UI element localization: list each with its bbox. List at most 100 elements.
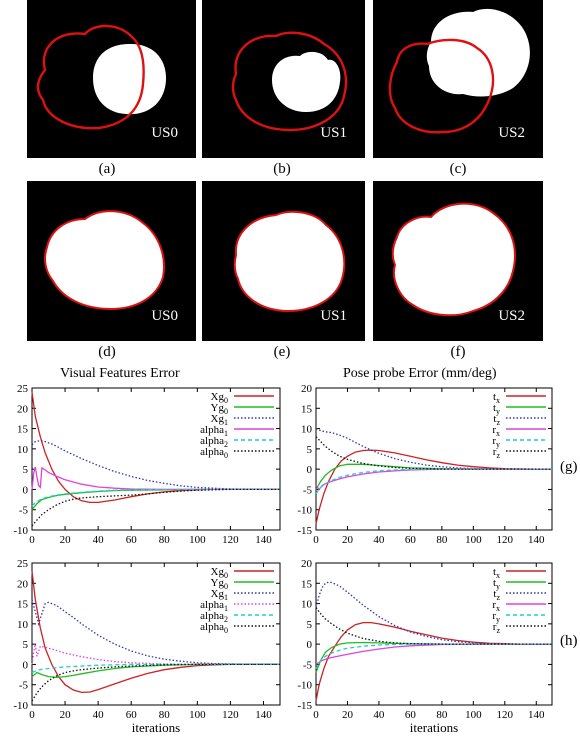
series-line: [31, 488, 280, 527]
y-tick-label: 10: [17, 619, 29, 631]
series-line: [315, 436, 552, 470]
legend-label: rx: [492, 599, 500, 613]
legend-label: alpha2: [200, 610, 228, 624]
legend-label: alpha2: [200, 435, 228, 449]
series-line: [315, 468, 552, 491]
y-tick-label: 5: [23, 464, 29, 476]
row-label-g: (g): [560, 459, 578, 475]
ultrasound-slice: [391, 202, 516, 317]
series-line: [315, 641, 552, 673]
x-tick-label: 140: [255, 709, 272, 721]
series-line: [31, 488, 280, 507]
x-axis-label: iterations: [132, 720, 180, 735]
y-tick-label: 10: [301, 599, 313, 611]
series-line: [31, 663, 280, 702]
pose-probe-error-chart: -15 -10 -5 0 5 10 15 20 0 20 40 60 80 100 120 140 txtytz…: [297, 383, 553, 546]
y-tick-label: -5: [19, 505, 29, 517]
x-tick-label: 80: [159, 709, 171, 721]
x-tick-label: 20: [60, 709, 72, 721]
legend-label: alpha0: [200, 446, 228, 460]
x-tick-label: 100: [189, 534, 206, 546]
legend-label: tx: [493, 566, 500, 580]
legend-label: alpha1: [200, 424, 228, 438]
ultrasound-slice: [36, 24, 167, 130]
y-tick-label: 20: [301, 383, 313, 395]
y-tick-label: -5: [303, 484, 313, 496]
y-tick-label: 20: [17, 403, 29, 415]
x-tick-label: 0: [29, 534, 35, 546]
image-panel-b: US1: [202, 0, 365, 158]
legend-label: Xg0: [211, 391, 228, 405]
chart-title: Pose probe Error (mm/deg): [343, 366, 497, 381]
ultrasound-slice: [231, 31, 348, 132]
series-line: [315, 621, 552, 702]
legend-label: Xg0: [211, 566, 228, 580]
ultrasound-slice: [388, 8, 530, 134]
x-tick-label: 0: [313, 709, 319, 721]
legend-label: tz: [493, 588, 500, 602]
panel-caption: (c): [449, 161, 467, 177]
legend-label: Yg0: [211, 402, 228, 416]
slice-label: US1: [320, 308, 347, 324]
plot-frame: [315, 562, 553, 706]
y-tick-label: -10: [13, 525, 28, 537]
ultrasound-slice: [44, 210, 165, 311]
y-tick-label: 10: [301, 424, 313, 436]
x-tick-label: 80: [436, 709, 448, 721]
slice-label: US0: [151, 308, 178, 324]
image-panel-d: US0: [27, 181, 196, 341]
panel-caption: (f): [450, 344, 466, 360]
x-tick-label: 20: [60, 534, 72, 546]
chart-title: Visual Features Error: [60, 366, 180, 381]
y-tick-label: -10: [297, 680, 312, 692]
x-tick-label: 80: [436, 534, 448, 546]
series-line: [315, 463, 552, 490]
y-tick-label: 0: [307, 639, 313, 651]
legend-label: Xg1: [211, 413, 228, 427]
y-tick-label: -15: [297, 700, 312, 712]
x-tick-label: 20: [342, 709, 354, 721]
image-panel-f: US2: [373, 181, 543, 341]
legend-label: alpha1: [200, 599, 228, 613]
x-tick-label: 140: [255, 534, 272, 546]
y-tick-label: 25: [17, 558, 29, 570]
series-line: [31, 392, 280, 504]
series-line: [31, 571, 280, 694]
x-tick-label: 40: [373, 709, 385, 721]
y-tick-label: 5: [307, 619, 313, 631]
plot-frame: [31, 562, 281, 706]
y-tick-label: 25: [17, 383, 29, 395]
series-line: [315, 643, 552, 669]
slice-label: US2: [498, 125, 525, 141]
legend-label: tz: [493, 413, 500, 427]
series-line: [315, 428, 552, 470]
x-tick-label: 120: [222, 534, 239, 546]
y-tick-label: 0: [23, 484, 29, 496]
x-tick-label: 120: [222, 709, 239, 721]
legend-label: ty: [493, 577, 500, 591]
slice-label: US0: [151, 125, 178, 141]
x-tick-label: 120: [497, 534, 514, 546]
series-line: [315, 607, 552, 645]
image-panel-c: US2: [373, 0, 543, 158]
visual-features-error-chart: -10 -5 0 5 10 15 20 25 0 20 40 60 80 100 120 140 Xg0Yg0X…: [13, 383, 281, 546]
panel-caption: (e): [273, 344, 291, 360]
legend-label: tx: [493, 391, 500, 405]
series-line: [31, 466, 280, 491]
x-tick-label: 60: [126, 534, 138, 546]
legend-label: Xg1: [211, 588, 228, 602]
x-tick-label: 60: [405, 709, 417, 721]
panel-caption: (d): [98, 344, 116, 360]
x-tick-label: 20: [342, 534, 354, 546]
legend-label: ry: [492, 610, 500, 624]
y-tick-label: -5: [19, 680, 29, 692]
y-tick-label: -10: [13, 700, 28, 712]
y-tick-label: 15: [301, 578, 313, 590]
y-tick-label: 15: [301, 403, 313, 415]
y-tick-label: 20: [301, 558, 313, 570]
legend-label: ry: [492, 435, 500, 449]
series-line: [315, 468, 552, 494]
image-panel-a: US0: [27, 0, 196, 158]
x-tick-label: 40: [93, 709, 105, 721]
series-line: [31, 440, 280, 491]
